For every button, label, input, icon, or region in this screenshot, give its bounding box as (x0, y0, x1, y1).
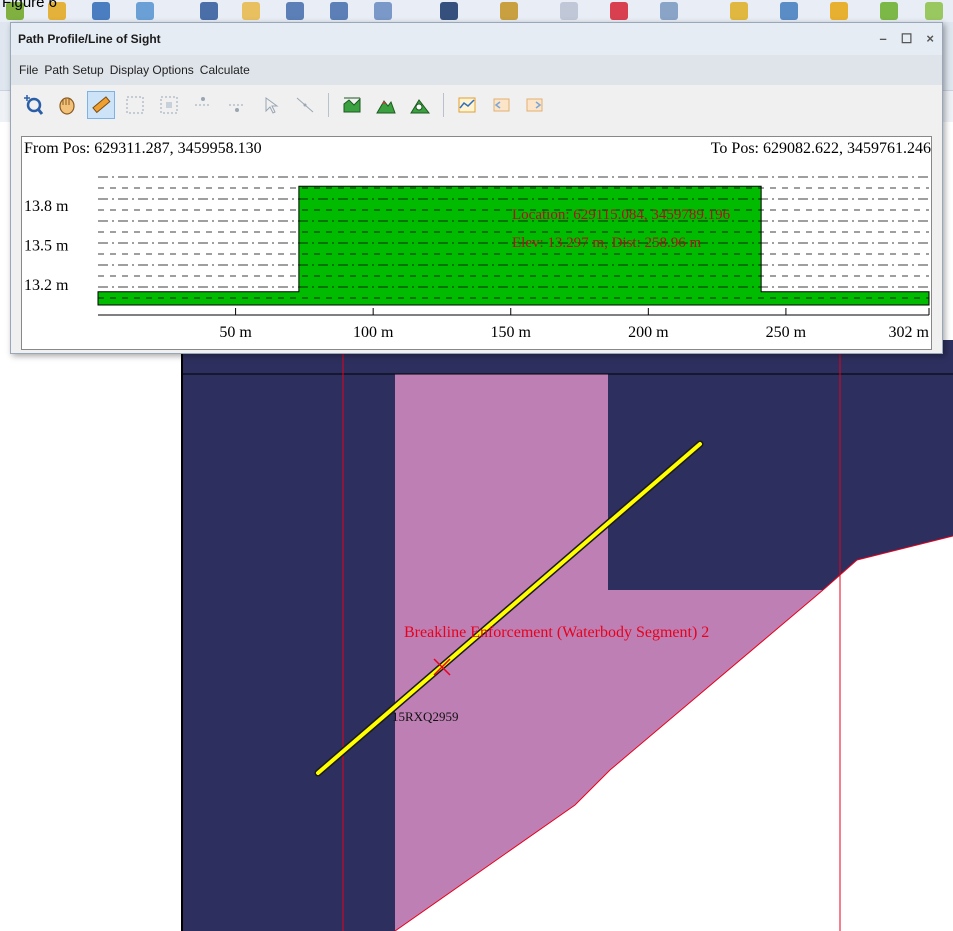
line-of-sight-button[interactable] (406, 91, 434, 119)
select-arrow-button[interactable] (257, 91, 285, 119)
menu-path-setup[interactable]: Path Setup (44, 63, 104, 77)
x-tick-label: 50 m (219, 324, 252, 341)
menu-bar: File Path Setup Display Options Calculat… (11, 55, 942, 85)
remove-point-icon (229, 104, 245, 112)
x-tick-label: 100 m (353, 324, 394, 341)
mountain-icon (376, 100, 396, 114)
line-of-sight-icon (410, 99, 431, 114)
grid-dots-icon (126, 96, 144, 114)
y-tick-label: 13.2 m (24, 277, 69, 294)
select-arrow-icon (265, 97, 279, 114)
grid-dots-button[interactable] (121, 91, 149, 119)
grid-select-icon (160, 96, 178, 114)
toolbar-separator (328, 93, 329, 117)
menu-display-options[interactable]: Display Options (109, 63, 194, 77)
terrain-profile-icon (343, 97, 361, 113)
x-tick-label: 250 m (766, 324, 807, 341)
x-tick-label: 150 m (491, 324, 532, 341)
feature-label: Breakline Enforcement (Waterbody Segment… (404, 624, 710, 641)
profile-line-button[interactable] (453, 91, 481, 119)
path-profile-window: Path Profile/Line of Sight – ☐ × File Pa… (10, 22, 943, 354)
main-toolbar-icon[interactable] (6, 2, 24, 20)
main-toolbar-icon[interactable] (780, 2, 798, 20)
main-toolbar-icon[interactable] (880, 2, 898, 20)
close-button[interactable]: × (926, 31, 934, 46)
main-toolbar-icon[interactable] (136, 2, 154, 20)
from-position: From Pos: 629311.287, 3459958.130 (24, 140, 262, 157)
tile-label: 15RXQ2959 (392, 709, 459, 724)
menu-file[interactable]: File (19, 63, 39, 77)
add-point-button[interactable] (189, 91, 217, 119)
window-title: Path Profile/Line of Sight (18, 32, 161, 46)
water-boundary (822, 535, 953, 591)
main-toolbar-icon[interactable] (660, 2, 678, 20)
profile-forward-button[interactable] (521, 91, 549, 119)
profile-back-icon (493, 98, 510, 112)
main-toolbar-icon[interactable] (374, 2, 392, 20)
main-toolbar-icon[interactable] (560, 2, 578, 20)
main-toolbar-icon[interactable] (286, 2, 304, 20)
pan-button[interactable] (53, 91, 81, 119)
cursor-elevation: Elev: 13.297 m, Dist: 258.96 m (512, 235, 701, 251)
terrain-profile-button[interactable] (338, 91, 366, 119)
remove-point-button[interactable] (223, 91, 251, 119)
profile-back-button[interactable] (487, 91, 515, 119)
add-point-icon (195, 97, 211, 106)
main-toolbar-icon[interactable] (330, 2, 348, 20)
main-toolbar-icon[interactable] (92, 2, 110, 20)
elevation-profile-area (97, 185, 930, 306)
to-position: To Pos: 629082.622, 3459761.246 (710, 140, 931, 157)
main-toolbar-icon[interactable] (730, 2, 748, 20)
y-tick-label: 13.5 m (24, 238, 69, 255)
main-toolbar-icon[interactable] (610, 2, 628, 20)
mountain-button[interactable] (372, 91, 400, 119)
profile-plot[interactable]: 50 m 100 m 150 m 200 m 250 m 302 m 13.2 m 13.5 … (21, 136, 932, 350)
window-titlebar[interactable]: Path Profile/Line of Sight – ☐ × (11, 23, 942, 55)
profile-line-icon (458, 97, 476, 113)
profile-path-highlight (316, 442, 702, 775)
breakline-area[interactable] (395, 374, 823, 931)
main-toolbar-icon[interactable] (242, 2, 260, 20)
maximize-button[interactable]: ☐ (900, 31, 913, 46)
menu-calculate[interactable]: Calculate (199, 63, 250, 77)
main-toolbar-icon[interactable] (830, 2, 848, 20)
toolbar-separator (443, 93, 444, 117)
cursor-cross-icon (433, 658, 451, 676)
main-toolbar-icon[interactable] (48, 2, 66, 20)
measure-button[interactable] (87, 91, 115, 119)
y-tick-label: 13.8 m (24, 198, 69, 215)
main-toolbar-icon[interactable] (925, 2, 943, 20)
select-line-button[interactable] (291, 91, 319, 119)
main-toolbar-icon[interactable] (500, 2, 518, 20)
minimize-button[interactable]: – (879, 31, 887, 46)
x-tick-label: 302 m (889, 324, 930, 341)
main-toolbar-icon[interactable] (440, 2, 458, 20)
pan-hand-icon (59, 97, 75, 115)
cursor-location: Location: 629115.084, 3459789.196 (512, 207, 731, 223)
grid-select-button[interactable] (155, 91, 183, 119)
profile-forward-icon (526, 98, 543, 112)
main-toolbar (0, 0, 953, 22)
profile-chart: 50 m 100 m 150 m 200 m 250 m 302 m 13.2 m 13.5 … (24, 176, 930, 341)
ruler-icon (92, 96, 111, 114)
figure-label: Figure 6 (2, 0, 58, 11)
select-line-icon (296, 97, 314, 113)
zoom-in-icon (24, 95, 44, 115)
breakline-boundary (394, 589, 824, 931)
zoom-in-button[interactable] (19, 91, 47, 119)
x-tick-label: 200 m (628, 324, 669, 341)
profile-toolbar (11, 85, 942, 125)
main-toolbar-icon[interactable] (200, 2, 218, 20)
